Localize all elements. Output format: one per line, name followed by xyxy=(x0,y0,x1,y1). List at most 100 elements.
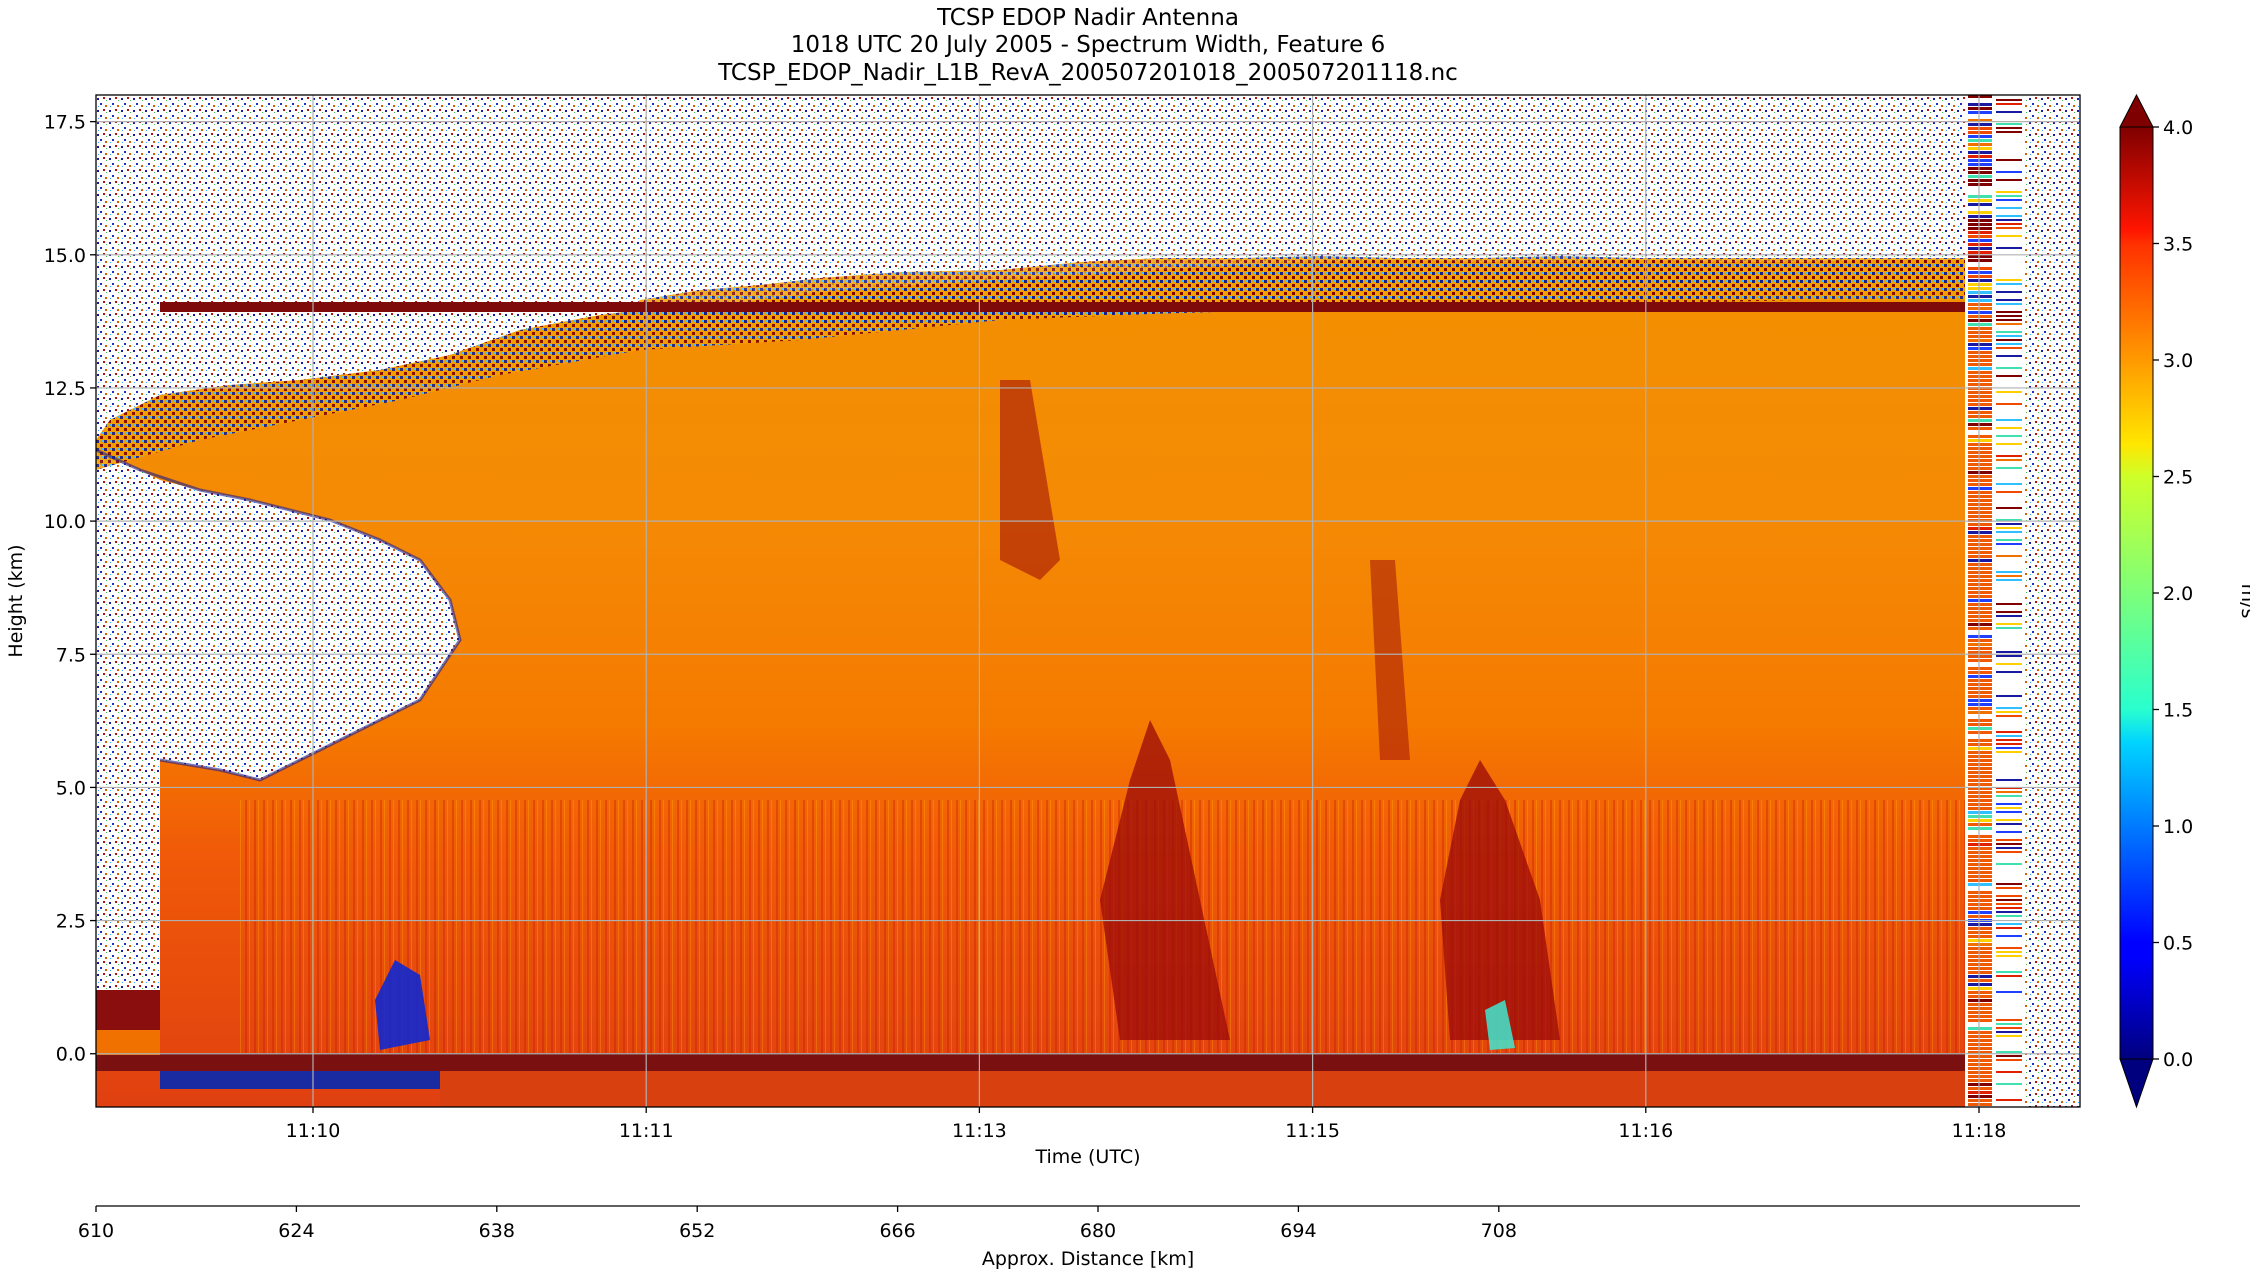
strip-cell xyxy=(1968,503,1992,506)
strip-cell xyxy=(1968,327,1992,330)
strip-cell xyxy=(1996,659,2022,661)
strip-cell xyxy=(1996,407,2022,409)
strip-cell xyxy=(1996,1043,2022,1045)
strip-cell xyxy=(1968,475,1992,478)
distance-tick-label: 652 xyxy=(679,1220,715,1242)
strip-cell xyxy=(1968,499,1992,502)
strip-cell xyxy=(1996,275,2022,277)
strip-cell xyxy=(1996,503,2022,505)
strip-cell xyxy=(1968,1103,1992,1106)
strip-cell xyxy=(1996,467,2022,469)
strip-cell xyxy=(1996,115,2022,117)
strip-cell xyxy=(1996,695,2022,697)
strip-cell xyxy=(1968,303,1992,306)
strip-cell xyxy=(1996,255,2022,257)
strip-cell xyxy=(1996,363,2022,365)
strip-cell xyxy=(1968,463,1992,466)
strip-cell xyxy=(1996,839,2022,841)
left-block xyxy=(96,990,160,1035)
strip-cell xyxy=(1996,463,2022,465)
strip-cell xyxy=(1996,735,2022,737)
strip-cell xyxy=(1996,395,2022,397)
y-tick-label: 2.5 xyxy=(56,911,86,933)
strip-cell xyxy=(1996,639,2022,641)
strip-cell xyxy=(1968,819,1992,822)
chart-title-line-3: TCSP_EDOP_Nadir_L1B_RevA_200507201018_20… xyxy=(717,60,1458,86)
strip-cell xyxy=(1996,259,2022,261)
strip-cell xyxy=(1968,1007,1992,1010)
strip-cell xyxy=(1968,679,1992,682)
strip-cell xyxy=(1968,755,1992,758)
surface-band-lower xyxy=(160,1071,440,1089)
strip-cell xyxy=(1996,967,2022,969)
strip-cell xyxy=(1968,155,1992,158)
strip-cell xyxy=(1968,915,1992,918)
strip-cell xyxy=(1996,123,2022,125)
strip-cell xyxy=(1968,439,1992,442)
strip-cell xyxy=(1968,251,1992,254)
strip-cell xyxy=(1996,347,2022,349)
strip-cell xyxy=(1968,255,1992,258)
strip-cell xyxy=(1996,1051,2022,1053)
strip-cell xyxy=(1968,211,1992,214)
strip-cell xyxy=(1996,147,2022,149)
colorbar-tick-label: 4.0 xyxy=(2163,117,2193,139)
strip-cell xyxy=(1996,159,2022,161)
strip-cell xyxy=(1996,1035,2022,1037)
strip-cell xyxy=(1996,399,2022,401)
distance-tick-label: 680 xyxy=(1080,1220,1116,1242)
strip-cell xyxy=(1968,1059,1992,1062)
strip-cell xyxy=(1996,191,2022,193)
strip-cell xyxy=(1968,403,1992,406)
strip-cell xyxy=(1968,731,1992,734)
strip-cell xyxy=(1968,151,1992,154)
strip-cell xyxy=(1996,1031,2022,1033)
strip-cell xyxy=(1996,747,2022,749)
strip-cell xyxy=(1996,779,2022,781)
strip-cell xyxy=(1968,987,1992,990)
strip-cell xyxy=(1968,1035,1992,1038)
strip-cell xyxy=(1968,1003,1992,1006)
strip-cell xyxy=(1968,1051,1992,1054)
strip-cell xyxy=(1968,407,1992,410)
strip-cell xyxy=(1996,127,2022,129)
strip-cell xyxy=(1996,595,2022,597)
strip-cell xyxy=(1968,971,1992,974)
colorbar-tick-label: 3.5 xyxy=(2163,234,2193,256)
colorbar-tick-label: 2.5 xyxy=(2163,467,2193,489)
strip-cell xyxy=(1968,307,1992,310)
strip-cell xyxy=(1996,187,2022,189)
strip-cell xyxy=(1968,655,1992,658)
strip-cell xyxy=(1996,295,2022,297)
strip-cell xyxy=(1968,391,1992,394)
strip-cell xyxy=(1996,1099,2022,1101)
strip-cell xyxy=(1968,1067,1992,1070)
strip-cell xyxy=(1968,275,1992,278)
strip-cell xyxy=(1996,651,2022,653)
strip-cell xyxy=(1996,247,2022,249)
strip-cell xyxy=(1996,343,2022,345)
strip-cell xyxy=(1996,607,2022,609)
strip-cell xyxy=(1996,319,2022,321)
strip-cell xyxy=(1996,427,2022,429)
strip-cell xyxy=(1996,823,2022,825)
x-tick-label: 11:13 xyxy=(952,1120,1007,1142)
strip-cell xyxy=(1996,515,2022,517)
strip-cell xyxy=(1968,115,1992,118)
strip-cell xyxy=(1968,139,1992,142)
strip-cell xyxy=(1968,451,1992,454)
strip-cell xyxy=(1968,691,1992,694)
strip-cell xyxy=(1996,719,2022,721)
strip-cell xyxy=(1968,491,1992,494)
strip-cell xyxy=(1996,431,2022,433)
strip-cell xyxy=(1996,899,2022,901)
strip-cell xyxy=(1996,119,2022,121)
strip-cell xyxy=(1996,795,2022,797)
strip-cell xyxy=(1996,915,2022,917)
aircraft-line xyxy=(160,302,1965,312)
strip-cell xyxy=(1968,147,1992,150)
strip-cell xyxy=(1996,763,2022,765)
strip-cell xyxy=(1996,599,2022,601)
strip-cell xyxy=(1996,847,2022,849)
strip-cell xyxy=(1968,459,1992,462)
